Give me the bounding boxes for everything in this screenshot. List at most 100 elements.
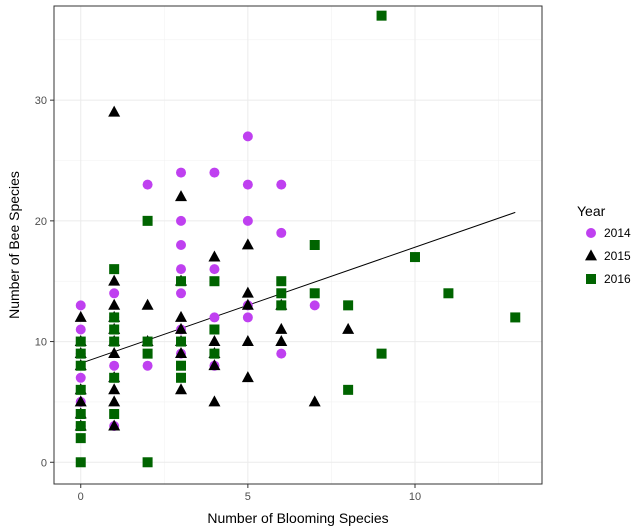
- legend-items: 2014 2015 2016: [585, 226, 631, 286]
- point-2014: [209, 312, 220, 323]
- point-2014: [242, 131, 253, 142]
- trendline-group: [80, 211, 516, 364]
- point-2015: [241, 298, 254, 310]
- y-tick-label: 30: [35, 95, 47, 107]
- point-2014: [176, 215, 187, 226]
- point-2015: [208, 250, 221, 262]
- point-2014: [276, 348, 287, 359]
- point-2014: [75, 300, 86, 311]
- point-2015: [74, 395, 87, 407]
- point-2014: [176, 264, 187, 275]
- point-2015: [208, 395, 221, 407]
- legend-label-2014: 2014: [604, 226, 631, 240]
- point-2014: [109, 288, 120, 299]
- point-2016: [209, 324, 220, 335]
- point-2014: [276, 227, 287, 238]
- axis-ticks: 0 5 10 0 10 20 30: [35, 95, 421, 503]
- point-2014: [242, 312, 253, 323]
- point-2015: [241, 286, 254, 298]
- plot-panel-border: [53, 5, 543, 485]
- point-2015: [108, 105, 121, 117]
- legend-label-2015: 2015: [604, 249, 631, 263]
- point-2015: [208, 334, 221, 346]
- y-tick-label: 0: [41, 457, 47, 469]
- y-tick-label: 20: [35, 216, 47, 228]
- point-2014: [242, 179, 253, 190]
- point-2014: [242, 215, 253, 226]
- legend-key-2016: [586, 274, 596, 284]
- point-2016: [343, 300, 354, 311]
- point-2014: [142, 179, 153, 190]
- trendline: [80, 211, 516, 364]
- point-2015: [175, 322, 188, 334]
- point-2016: [109, 324, 120, 335]
- point-2016: [176, 276, 187, 287]
- point-2016: [376, 348, 387, 359]
- point-2016: [75, 348, 86, 359]
- point-2016: [109, 264, 120, 275]
- x-tick-label: 5: [245, 491, 251, 503]
- point-2015: [275, 322, 288, 334]
- point-2014: [176, 167, 187, 178]
- x-axis-title: Number of Blooming Species: [207, 510, 388, 526]
- point-2014: [176, 240, 187, 250]
- point-2016: [75, 457, 86, 468]
- legend-label-2016: 2016: [604, 272, 631, 286]
- legend-key-2014: [586, 228, 596, 238]
- point-2014: [75, 372, 86, 383]
- point-2016: [142, 457, 153, 468]
- point-2016: [409, 252, 420, 263]
- point-2015: [108, 395, 121, 407]
- data-points: [74, 10, 521, 468]
- point-2015: [108, 274, 121, 286]
- point-2016: [176, 336, 187, 347]
- point-2015: [275, 334, 288, 346]
- point-2015: [108, 298, 121, 310]
- point-2016: [142, 215, 153, 226]
- y-tick-label: 10: [35, 337, 47, 349]
- point-2014: [109, 360, 120, 371]
- point-2016: [109, 336, 120, 347]
- point-2016: [109, 408, 120, 419]
- point-2016: [309, 288, 320, 299]
- point-2015: [175, 310, 188, 322]
- legend: Year 2014 2015 2016: [577, 203, 631, 286]
- point-2016: [276, 276, 287, 287]
- point-2016: [443, 288, 454, 299]
- point-2015: [308, 395, 321, 407]
- point-2015: [241, 371, 254, 383]
- point-2014: [142, 360, 153, 371]
- point-2014: [209, 264, 220, 275]
- point-2016: [75, 421, 86, 432]
- point-2016: [276, 288, 287, 299]
- point-2015: [175, 347, 188, 359]
- point-2016: [75, 336, 86, 347]
- point-2015: [175, 383, 188, 395]
- point-2015: [241, 334, 254, 346]
- point-2016: [276, 300, 287, 311]
- y-axis-title: Number of Bee Species: [6, 171, 22, 319]
- point-2016: [75, 384, 86, 395]
- grid-lines: [54, 6, 542, 484]
- point-2016: [142, 336, 153, 347]
- point-2016: [142, 348, 153, 359]
- point-2016: [109, 372, 120, 383]
- point-2015: [108, 419, 121, 431]
- point-2016: [109, 312, 120, 323]
- point-2016: [209, 348, 220, 359]
- point-2015: [342, 322, 355, 334]
- point-2014: [209, 167, 220, 178]
- point-2016: [376, 10, 387, 21]
- point-2016: [176, 360, 187, 371]
- legend-title: Year: [577, 203, 606, 219]
- x-tick-label: 0: [78, 491, 84, 503]
- point-2016: [209, 276, 220, 287]
- point-2015: [108, 347, 121, 359]
- point-2016: [343, 384, 354, 395]
- point-2016: [75, 433, 86, 444]
- point-2015: [241, 238, 254, 250]
- point-2016: [510, 312, 521, 323]
- point-2014: [309, 300, 320, 311]
- point-2015: [141, 298, 154, 310]
